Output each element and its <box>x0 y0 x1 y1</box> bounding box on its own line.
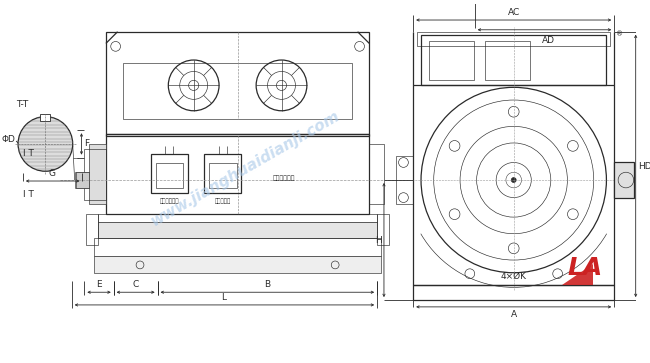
Bar <box>98 214 377 222</box>
Bar <box>413 285 614 300</box>
Bar <box>94 256 381 273</box>
Text: B: B <box>264 280 270 289</box>
Bar <box>89 144 106 204</box>
Bar <box>155 163 183 188</box>
Circle shape <box>18 117 73 171</box>
Text: LA: LA <box>567 256 603 280</box>
Bar <box>94 238 381 256</box>
Bar <box>614 163 634 197</box>
Text: 主电机接线盒: 主电机接线盒 <box>273 175 296 181</box>
Text: A: A <box>511 310 517 319</box>
Text: L: L <box>222 293 226 302</box>
Text: 4×ØK: 4×ØK <box>500 272 526 281</box>
Bar <box>98 222 377 238</box>
Text: E: E <box>96 280 102 289</box>
Text: I T: I T <box>23 149 34 158</box>
Bar <box>369 144 384 204</box>
Text: www.jianghuaidianji.com: www.jianghuaidianji.com <box>148 108 343 229</box>
Bar <box>396 156 413 204</box>
Text: F: F <box>84 139 90 148</box>
Text: 测温接线盒: 测温接线盒 <box>215 199 231 204</box>
Text: ΦD: ΦD <box>1 135 15 143</box>
Polygon shape <box>562 264 593 285</box>
Text: AD: AD <box>542 36 555 45</box>
Bar <box>106 32 369 136</box>
Bar <box>421 34 606 85</box>
Bar <box>40 114 50 122</box>
Circle shape <box>512 178 516 183</box>
Bar <box>486 41 530 79</box>
Text: 加热器接线盒: 加热器接线盒 <box>159 199 179 204</box>
Text: HD: HD <box>638 162 650 171</box>
Text: G: G <box>49 169 56 178</box>
Bar <box>86 214 98 245</box>
Text: I T: I T <box>23 190 34 199</box>
Bar <box>209 163 237 188</box>
Bar <box>151 154 188 193</box>
Text: ®: ® <box>616 32 623 38</box>
Bar <box>417 32 610 46</box>
Bar <box>124 63 352 119</box>
Text: H: H <box>375 236 382 245</box>
Bar <box>75 172 89 188</box>
Bar <box>377 214 389 245</box>
Text: C: C <box>132 280 138 289</box>
Bar <box>84 149 106 200</box>
Bar <box>106 134 369 214</box>
Text: T-T: T-T <box>16 100 29 109</box>
Bar <box>204 154 242 193</box>
Bar <box>413 85 614 285</box>
Bar <box>429 41 474 79</box>
Text: AC: AC <box>508 8 520 17</box>
